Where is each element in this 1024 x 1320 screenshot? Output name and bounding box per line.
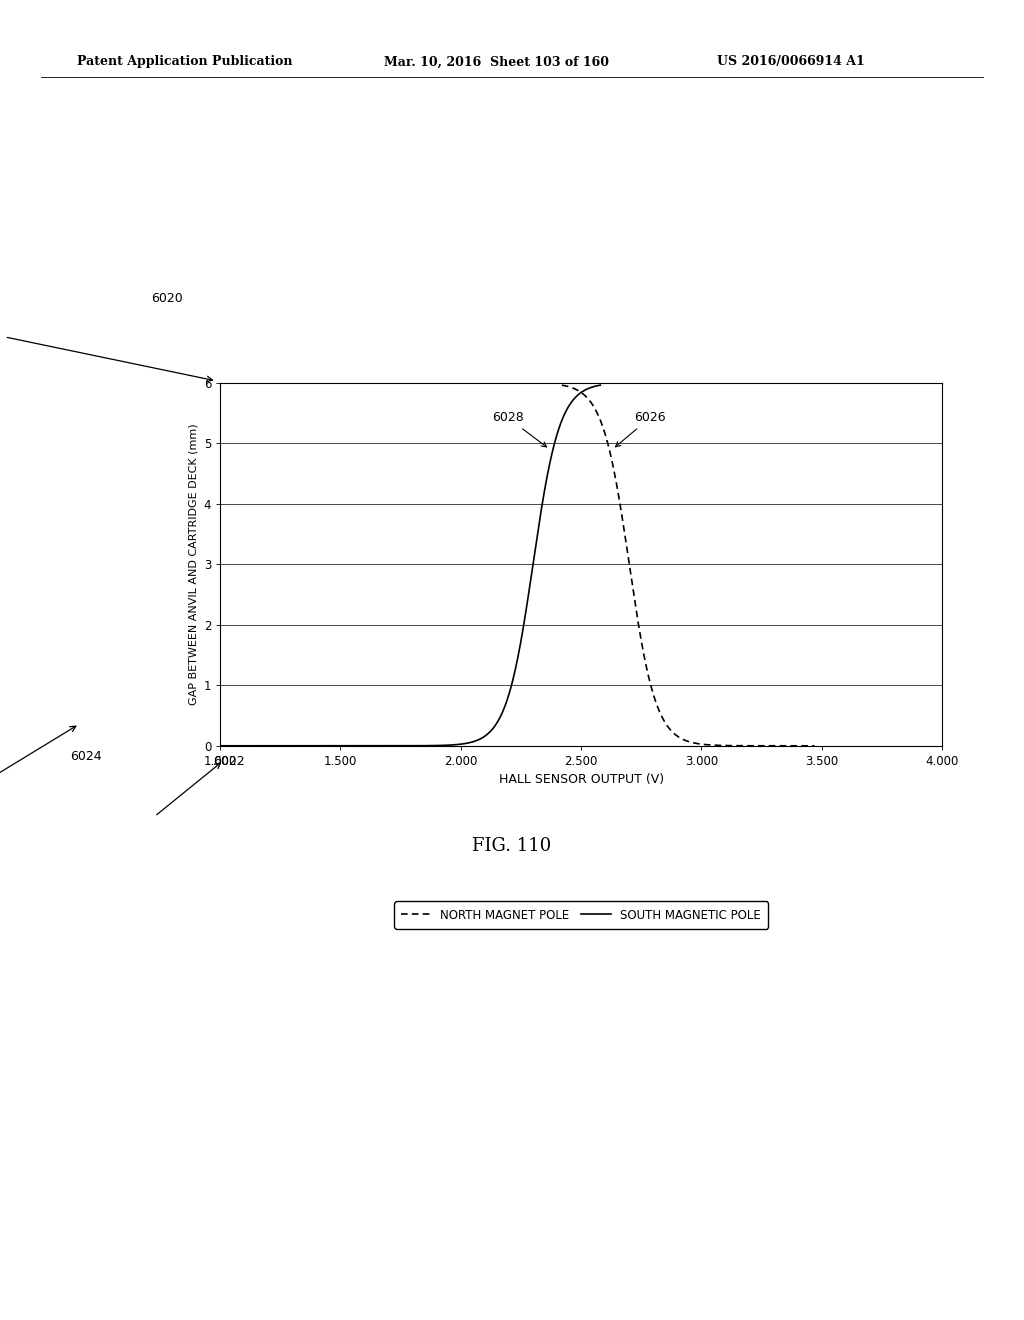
Text: 6028: 6028 bbox=[493, 412, 547, 447]
Text: FIG. 110: FIG. 110 bbox=[472, 837, 552, 855]
Legend: NORTH MAGNET POLE, SOUTH MAGNETIC POLE: NORTH MAGNET POLE, SOUTH MAGNETIC POLE bbox=[394, 902, 768, 929]
Text: Patent Application Publication: Patent Application Publication bbox=[77, 55, 292, 69]
Text: 6022: 6022 bbox=[213, 755, 245, 768]
Text: 6024: 6024 bbox=[70, 750, 101, 763]
Y-axis label: GAP BETWEEN ANVIL AND CARTRIDGE DECK (mm): GAP BETWEEN ANVIL AND CARTRIDGE DECK (mm… bbox=[188, 424, 198, 705]
Text: 6026: 6026 bbox=[615, 412, 666, 446]
Text: US 2016/0066914 A1: US 2016/0066914 A1 bbox=[717, 55, 864, 69]
Text: 6020: 6020 bbox=[152, 292, 183, 305]
X-axis label: HALL SENSOR OUTPUT (V): HALL SENSOR OUTPUT (V) bbox=[499, 774, 664, 787]
Text: Mar. 10, 2016  Sheet 103 of 160: Mar. 10, 2016 Sheet 103 of 160 bbox=[384, 55, 609, 69]
